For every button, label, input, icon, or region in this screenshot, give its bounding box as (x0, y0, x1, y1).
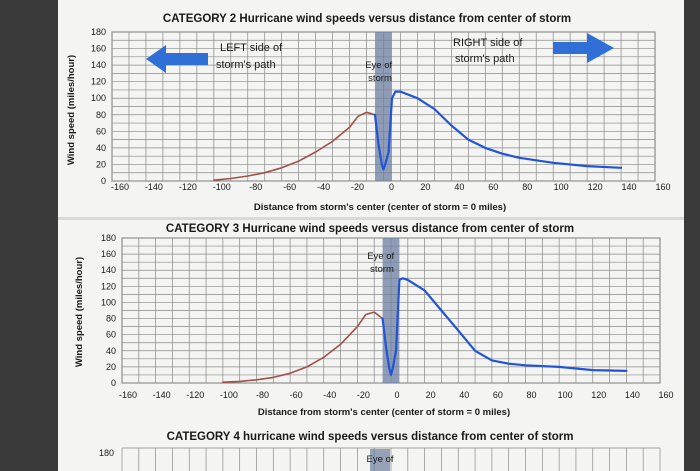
left-side-series-line (213, 111, 376, 181)
paper-divider (58, 217, 684, 220)
x-tick-label: -140 (145, 182, 163, 192)
x-tick-label: -80 (256, 390, 269, 400)
x-tick-label: -160 (119, 390, 137, 400)
x-tick-label: 140 (625, 390, 640, 400)
y-tick-label: 80 (106, 314, 116, 324)
y-tick-label: 140 (91, 60, 106, 70)
left-side-annotation: LEFT side of storm's path (216, 42, 285, 71)
y-tick-label: 80 (96, 110, 106, 120)
paper-sheet (58, 0, 684, 471)
x-tick-label: 100 (554, 182, 569, 192)
x-tick-label: -40 (323, 390, 336, 400)
x-tick-label: 0 (389, 182, 394, 192)
right-side-series-line (381, 277, 628, 376)
x-tick-label: -140 (153, 390, 171, 400)
x-tick-label: -80 (249, 182, 262, 192)
x-tick-label: 40 (459, 390, 469, 400)
y-axis-label: Wind speed (miles/hour) (66, 55, 77, 165)
x-tick-label: -160 (111, 182, 129, 192)
eye-band (370, 449, 390, 471)
x-tick-label: 80 (522, 182, 532, 192)
eye-annotation: Eye of storm (365, 60, 395, 84)
x-tick-label: 60 (493, 390, 503, 400)
y-tick-label: 120 (91, 77, 106, 87)
x-tick-label: -60 (290, 390, 303, 400)
x-tick-label: -120 (186, 390, 204, 400)
x-axis-label: Distance from storm's center (center of … (254, 202, 506, 213)
y-tick-label: 100 (91, 93, 106, 103)
x-tick-label: 160 (658, 390, 673, 400)
x-tick-label: 140 (622, 182, 637, 192)
chart-cat2: CATEGORY 2 Hurricane wind speeds versus … (66, 13, 671, 213)
y-tick-label: 100 (101, 297, 116, 307)
y-tick-label: 180 (101, 233, 116, 243)
x-tick-label: 160 (655, 182, 670, 192)
chart-cat4: CATEGORY 4 hurricane wind speeds versus … (99, 431, 661, 471)
y-tick-label: 0 (101, 176, 106, 186)
y-tick-label: 180 (91, 27, 106, 37)
chart-title: CATEGORY 4 hurricane wind speeds versus … (167, 431, 574, 443)
x-tick-label: -20 (357, 390, 370, 400)
x-axis-label: Distance from storm's center (center of … (258, 407, 510, 418)
y-tick-label: 60 (106, 330, 116, 340)
x-tick-label: 0 (394, 390, 399, 400)
x-tick-label: -100 (213, 182, 231, 192)
x-tick-label: -120 (179, 182, 197, 192)
y-tick-labels: 0 20 40 60 80 100 120 140 160 180 (91, 27, 106, 186)
x-tick-label: -40 (317, 182, 330, 192)
gridlines (121, 447, 661, 471)
y-tick-label: 180 (99, 448, 114, 458)
right-arrow-icon (553, 33, 614, 63)
y-tick-labels: 0 20 40 60 80 100 120 140 160 180 (101, 233, 116, 388)
y-tick-label: 160 (101, 249, 116, 259)
eye-band (375, 32, 392, 181)
x-tick-labels: -160 -140 -120 -100 -80 -60 -40 -20 0 20 40 60 80 100… (119, 390, 674, 400)
chart-cat3: CATEGORY 3 Hurricane wind speeds versus … (74, 223, 674, 418)
y-tick-label: 20 (106, 362, 116, 372)
y-tick-label: 20 (96, 159, 106, 169)
left-side-series-line (222, 311, 384, 384)
series-lines (213, 90, 623, 181)
y-axis-label: Wind speed (miles/hour) (74, 257, 85, 367)
x-tick-label: 80 (526, 390, 536, 400)
right-side-series-line (373, 90, 623, 171)
y-tick-label: 60 (96, 126, 106, 136)
x-tick-label: 60 (488, 182, 498, 192)
y-tick-label: 0 (111, 378, 116, 388)
x-tick-label: -20 (351, 182, 364, 192)
x-tick-label: 20 (420, 182, 430, 192)
y-tick-label: 160 (91, 44, 106, 54)
x-tick-labels: -160 -140 -120 -100 -80 -60 -40 -20 0 20 40 60 80 100… (111, 182, 671, 192)
chart-title: CATEGORY 3 Hurricane wind speeds versus … (166, 223, 574, 235)
x-tick-label: 100 (558, 390, 573, 400)
eye-annotation: Eye of (367, 454, 394, 465)
x-tick-label: 20 (426, 390, 436, 400)
x-tick-label: 120 (591, 390, 606, 400)
y-tick-label: 120 (101, 281, 116, 291)
y-tick-label: 40 (106, 346, 116, 356)
series-lines (222, 277, 628, 384)
x-tick-label: 120 (588, 182, 603, 192)
y-tick-label: 40 (96, 143, 106, 153)
chart-title: CATEGORY 2 Hurricane wind speeds versus … (163, 13, 571, 25)
x-tick-label: -100 (220, 390, 238, 400)
left-arrow-icon (146, 45, 208, 73)
eye-annotation: Eye of storm (367, 251, 397, 275)
x-tick-label: -60 (283, 182, 296, 192)
x-tick-label: 40 (454, 182, 464, 192)
y-tick-label: 140 (101, 265, 116, 275)
right-side-annotation: RIGHT side of storm's path (453, 37, 526, 65)
